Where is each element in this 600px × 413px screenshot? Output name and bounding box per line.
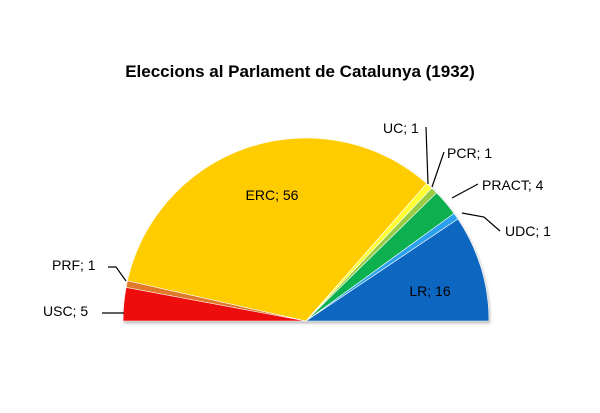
leader-line-pcr bbox=[431, 151, 445, 188]
leader-line-udc bbox=[461, 212, 501, 232]
leader-line-uc bbox=[425, 126, 429, 185]
slice-lr bbox=[305, 218, 490, 322]
label-usc: USC; 5 bbox=[43, 303, 88, 319]
label-prf: PRF; 1 bbox=[52, 257, 96, 273]
label-uc: UC; 1 bbox=[383, 120, 419, 136]
label-udc: UDC; 1 bbox=[505, 223, 551, 239]
label-pcr: PCR; 1 bbox=[447, 145, 492, 161]
label-lr: LR; 16 bbox=[409, 283, 450, 299]
leader-line-prf bbox=[108, 266, 127, 282]
label-pract: PRACT; 4 bbox=[482, 177, 544, 193]
label-erc: ERC; 56 bbox=[246, 187, 299, 203]
slice-erc bbox=[127, 137, 428, 322]
leader-line-pract bbox=[451, 183, 479, 199]
chart-title: Eleccions al Parlament de Catalunya (193… bbox=[125, 62, 475, 81]
